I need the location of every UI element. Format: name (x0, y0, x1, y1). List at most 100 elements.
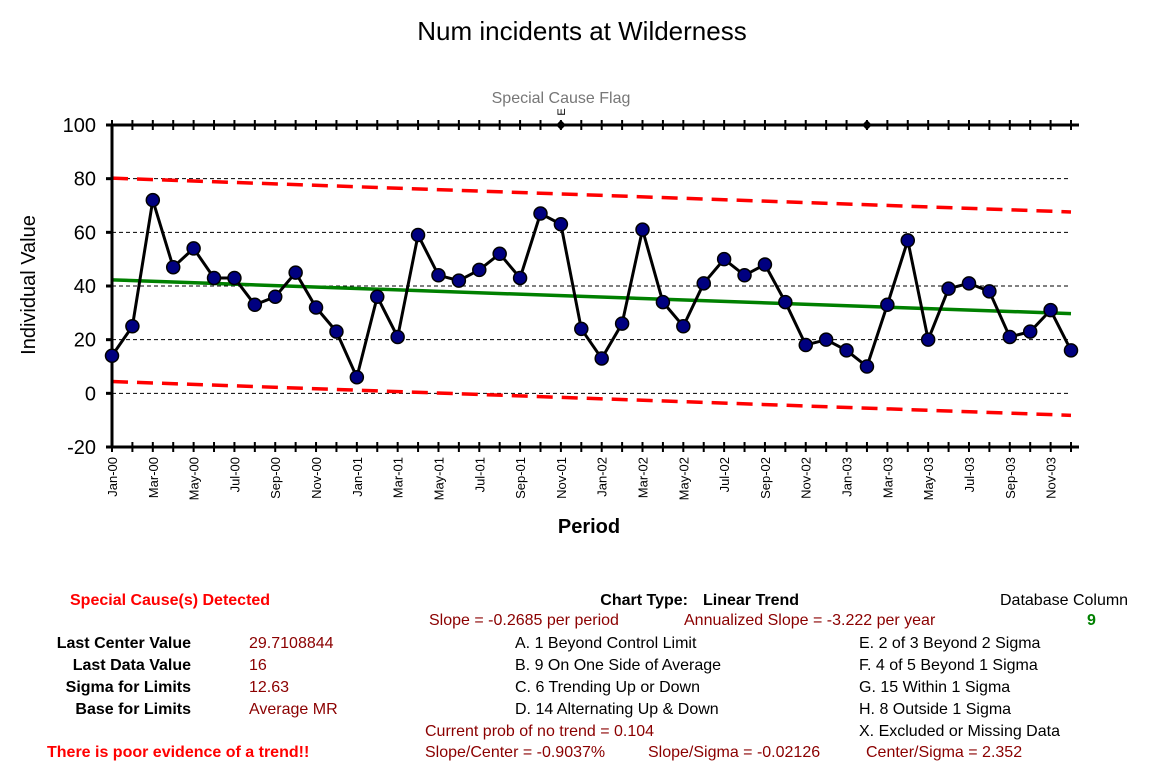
data-point (512, 270, 528, 286)
data-point (655, 294, 671, 310)
data-point (798, 337, 813, 353)
data-point (574, 321, 589, 337)
chart-type-value: Linear Trend (703, 592, 800, 609)
data-point (349, 369, 365, 385)
chart-title: Num incidents at Wilderness (417, 16, 746, 46)
rule-b: B. 9 On One Side of Average (515, 657, 722, 674)
x-tick-label: May-02 (676, 457, 691, 500)
x-tick-label: Jan-01 (350, 457, 365, 497)
rule-x: X. Excluded or Missing Data (859, 723, 1060, 740)
stat-label: Sigma for Limits (65, 679, 191, 696)
x-tick-label: Jan-03 (840, 457, 855, 497)
data-point (839, 343, 854, 358)
y-tick-label: 0 (85, 383, 96, 405)
database-column-label: Database Column (1000, 592, 1129, 609)
data-point (1063, 343, 1079, 358)
rule-d: D. 14 Alternating Up & Down (515, 701, 719, 718)
x-tick-label: May-03 (921, 457, 936, 500)
slope-text: Slope = -0.2685 per period (429, 612, 619, 629)
x-tick-label: Sep-00 (268, 457, 283, 499)
prob-no-trend: Current prob of no trend = 0.104 (425, 723, 655, 740)
data-point (227, 270, 242, 286)
data-point (818, 332, 834, 347)
x-tick-label: Jul-03 (962, 457, 977, 492)
x-tick-label: Sep-03 (1003, 457, 1018, 499)
rule-a: A. 1 Beyond Control Limit (515, 635, 697, 652)
data-point (676, 319, 691, 334)
data-point (1022, 324, 1038, 339)
stat-label: Last Center Value (56, 635, 191, 652)
data-point (390, 329, 405, 345)
data-point (410, 227, 426, 243)
data-point (533, 206, 548, 221)
center-line (111, 278, 1072, 316)
x-tick-label: Sep-02 (758, 457, 773, 499)
data-point (982, 284, 997, 299)
data-point (900, 233, 916, 248)
axis-layer (106, 120, 1079, 452)
control-chart: Num incidents at Wilderness Special Caus… (18, 16, 1079, 538)
slope-center: Slope/Center = -0.9037% (425, 744, 606, 761)
x-tick-label: Jan-02 (595, 457, 610, 497)
data-point (472, 262, 487, 278)
data-point (492, 246, 507, 262)
data-point (431, 268, 446, 283)
database-column-value: 9 (1087, 612, 1096, 629)
rule-g: G. 15 Within 1 Sigma (859, 679, 1011, 696)
data-point (553, 217, 569, 232)
x-tick-label: May-00 (187, 457, 202, 500)
x-tick-label: May-01 (431, 457, 446, 500)
data-point (961, 276, 977, 291)
y-tick-label: 20 (74, 330, 96, 352)
upper-control-limit (111, 176, 1072, 214)
y-axis-label: Individual Value (18, 215, 40, 355)
data-point (635, 222, 650, 237)
data-point (104, 348, 120, 364)
x-tick-label: Nov-02 (799, 457, 814, 499)
stat-value: 29.7108844 (249, 635, 334, 652)
rule-c: C. 6 Trending Up or Down (515, 679, 700, 696)
slope-sigma: Slope/Sigma = -0.02126 (648, 744, 821, 761)
data-point (941, 281, 956, 296)
special-cause-marker (861, 120, 872, 130)
data-point (267, 289, 283, 304)
special-causes-heading: Special Cause(s) Detected (70, 592, 271, 609)
grid-layer (112, 178, 1071, 394)
x-tick-label: Nov-03 (1044, 457, 1059, 499)
x-axis-label: Period (558, 516, 620, 538)
x-tick-label: Mar-03 (880, 457, 895, 498)
data-point (594, 351, 609, 366)
y-tick-label: -20 (67, 437, 96, 459)
y-tick-label: 60 (74, 222, 96, 244)
stat-label: Base for Limits (75, 701, 191, 718)
data-point (859, 359, 875, 374)
chart-type-label: Chart Type: (600, 592, 688, 609)
stat-value: 12.63 (249, 679, 290, 696)
stat-label: Last Data Value (72, 657, 191, 674)
stat-value: 16 (249, 657, 267, 674)
y-tick-label: 100 (63, 115, 96, 137)
x-tick-label: Mar-02 (636, 457, 651, 498)
x-tick-label: Sep-01 (513, 457, 528, 499)
data-point (716, 251, 732, 267)
center-sigma: Center/Sigma = 2.352 (866, 744, 1023, 761)
data-point (288, 265, 303, 280)
data-point (329, 324, 344, 339)
rule-h: H. 8 Outside 1 Sigma (859, 701, 1012, 718)
data-point (696, 276, 711, 291)
data-point (308, 300, 324, 315)
x-tick-label: Jul-02 (717, 457, 732, 492)
series-line (110, 199, 1073, 382)
data-point (757, 257, 773, 272)
data-point (451, 273, 467, 288)
x-tick-label: Nov-00 (309, 457, 324, 499)
special-cause-flag-label: Special Cause Flag (492, 90, 631, 107)
data-point (880, 297, 895, 313)
x-tick-label: Jul-00 (227, 457, 242, 492)
data-point (206, 270, 222, 286)
x-tick-label: Mar-01 (391, 457, 406, 498)
data-point (920, 332, 936, 347)
data-point (165, 259, 181, 275)
annualized-slope-text: Annualized Slope = -3.222 per year (684, 612, 936, 629)
data-point (1043, 302, 1058, 318)
